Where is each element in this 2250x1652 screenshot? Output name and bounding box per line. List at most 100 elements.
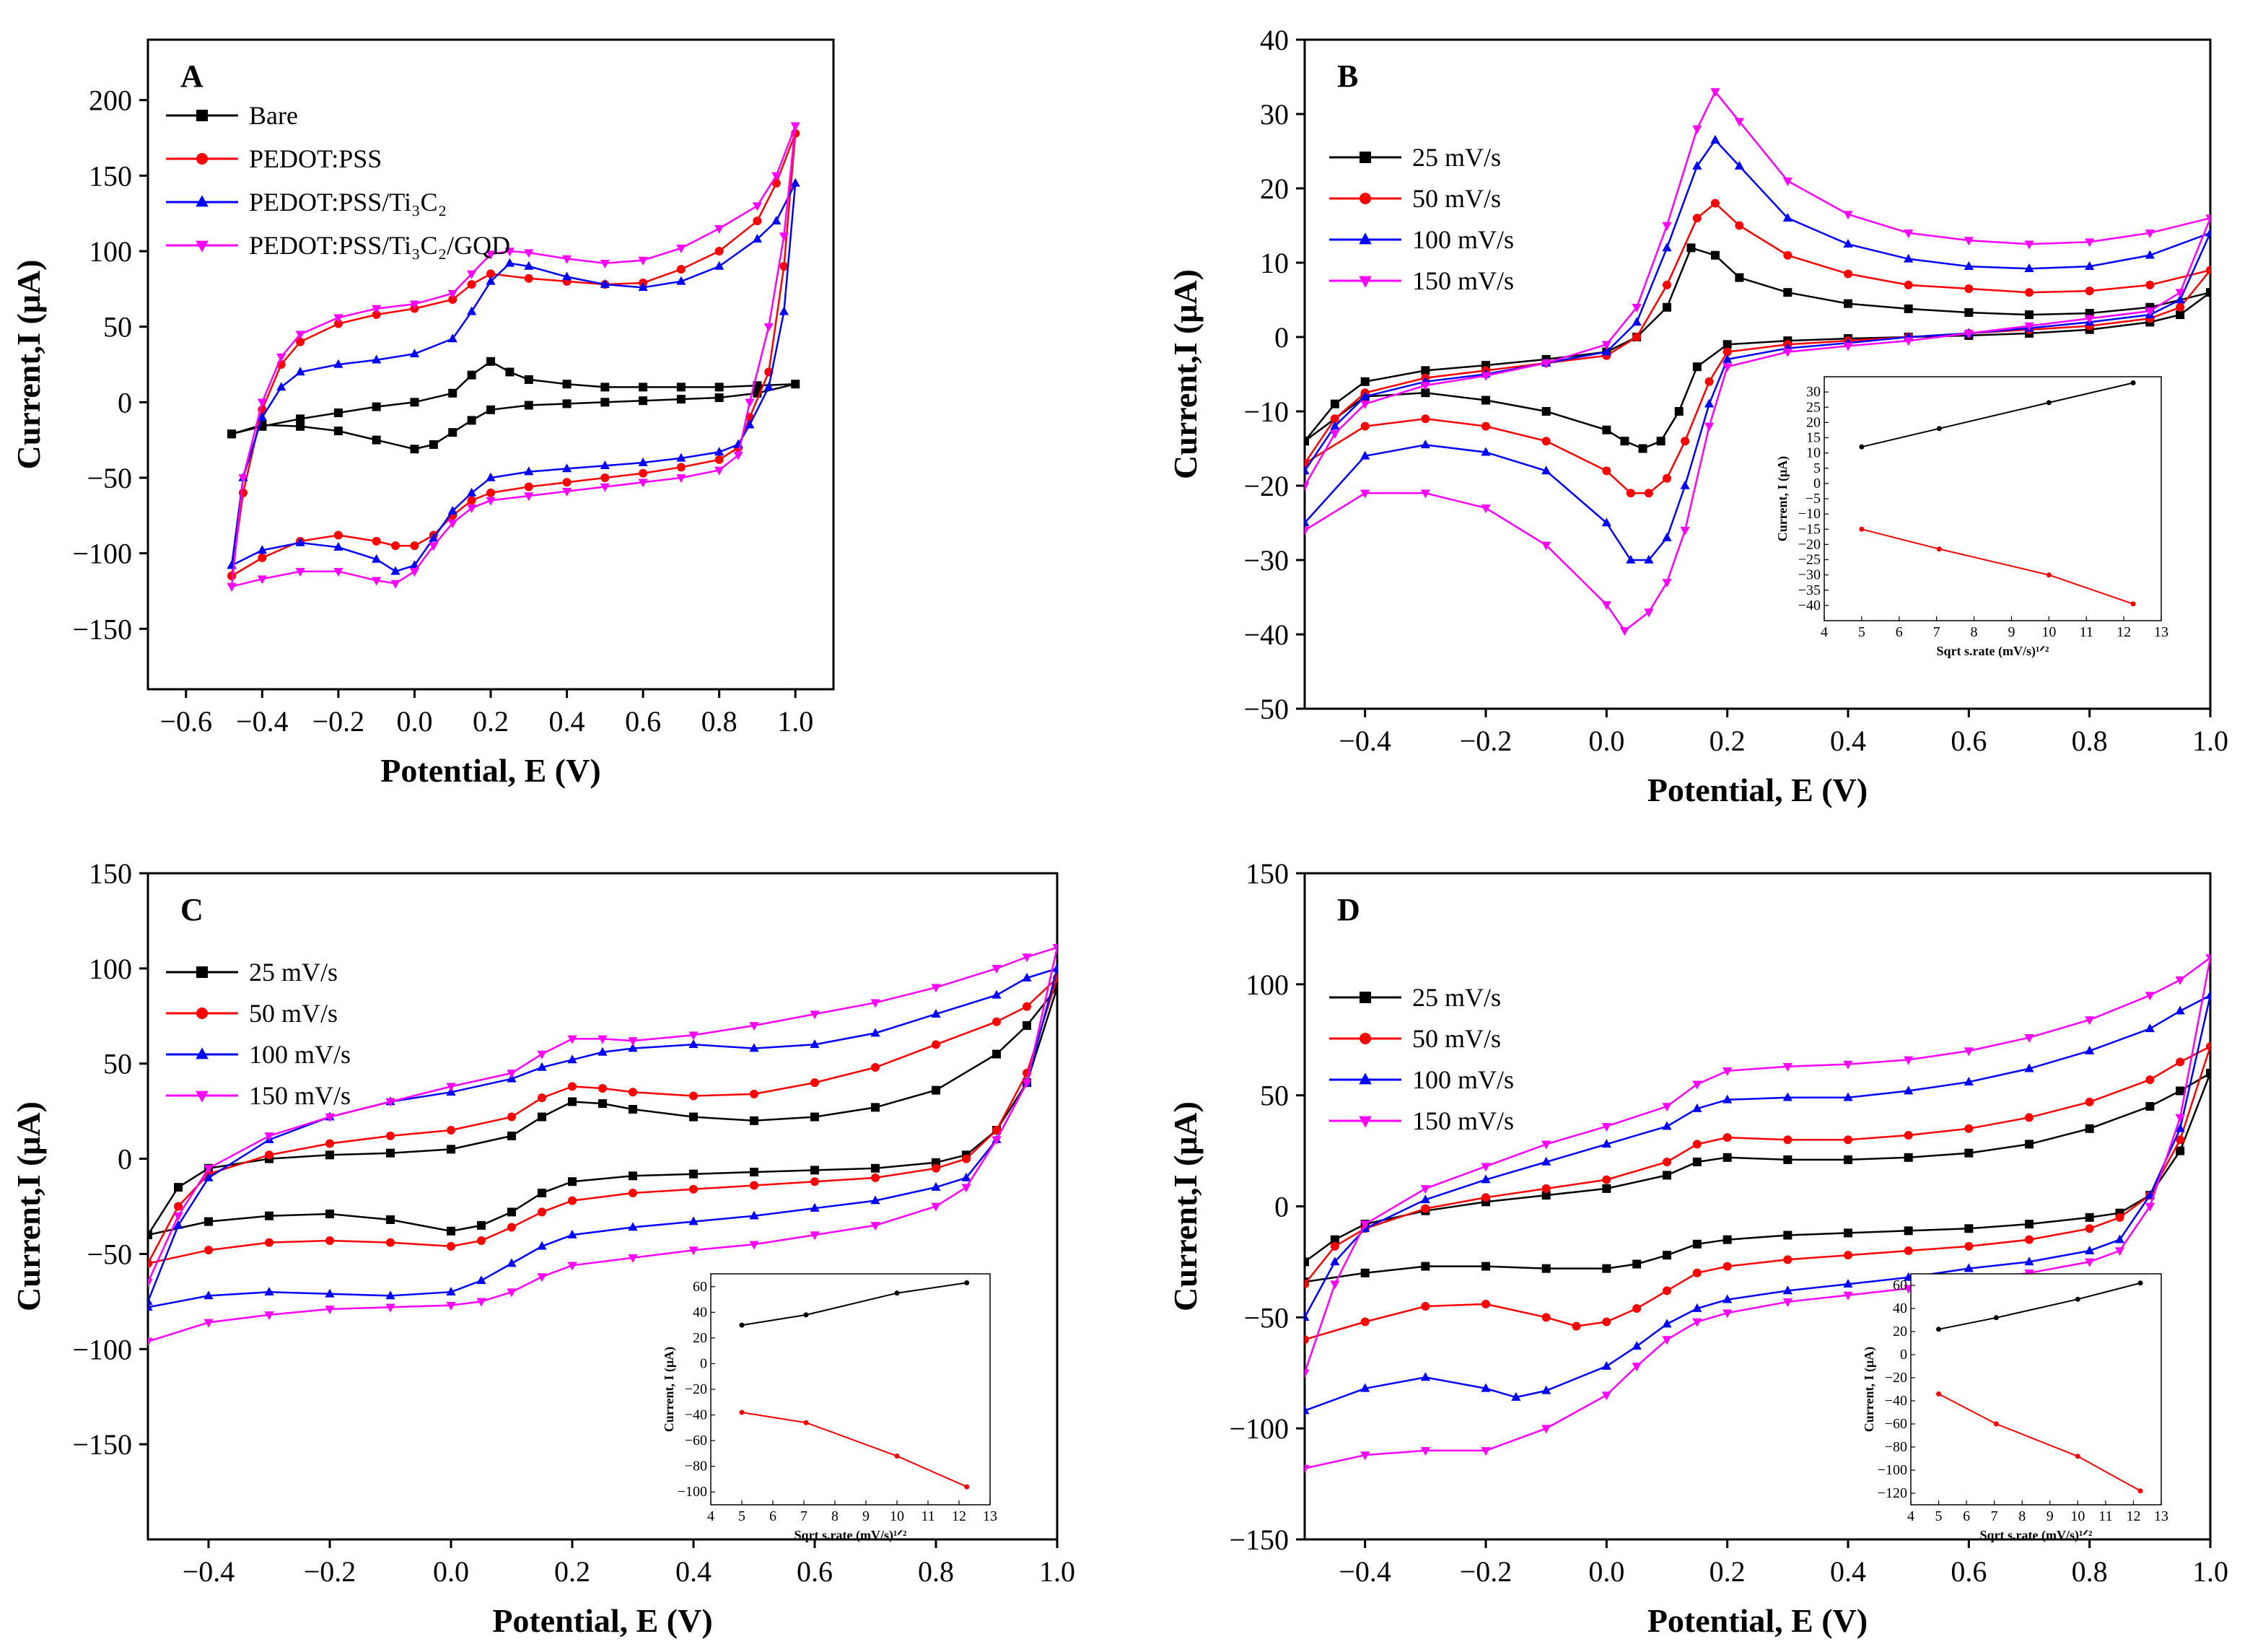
data-point: [1964, 237, 1974, 246]
data-point: [629, 1189, 637, 1198]
data-point: [1421, 1204, 1430, 1213]
data-point: [779, 261, 789, 271]
inset-data-point: [803, 1420, 809, 1425]
y-axis-title: Current,I (μA): [10, 1101, 47, 1311]
data-point: [749, 1022, 759, 1031]
data-point: [410, 541, 419, 551]
y-tick-label: 0: [118, 386, 132, 419]
data-point: [1420, 382, 1430, 391]
data-point: [1360, 1317, 1370, 1327]
inset-y-tick-label: −100: [1878, 1462, 1907, 1478]
data-point: [1964, 1241, 1974, 1251]
data-point: [2206, 1041, 2210, 1051]
inset-x-title: Sqrt s.rate (mV/s)¹ᐟ²: [1980, 1528, 2093, 1543]
data-point: [676, 265, 686, 274]
inset-x-tick-label: 10: [890, 1508, 904, 1524]
data-point: [1601, 601, 1611, 610]
data-point: [1632, 304, 1642, 313]
legend-marker: [1360, 992, 1371, 1003]
data-point: [1710, 134, 1720, 144]
data-point: [1680, 527, 1690, 536]
y-axis-title: Current,I (μA): [10, 260, 47, 470]
data-point: [1052, 963, 1057, 972]
data-point: [2145, 307, 2155, 317]
legend-label: 50 mV/s: [1412, 184, 1501, 213]
data-point: [629, 1088, 637, 1097]
data-point: [1541, 437, 1551, 446]
data-point: [1421, 1301, 1430, 1311]
data-point: [295, 567, 305, 577]
data-point: [447, 1145, 455, 1154]
inset-x-tick-label: 4: [1821, 624, 1828, 640]
data-point: [1844, 1155, 1852, 1164]
data-point: [1481, 504, 1491, 514]
cv-curve-25-mv-s: [148, 987, 1057, 1236]
data-point: [1964, 1263, 1974, 1272]
data-point: [1782, 1298, 1792, 1307]
data-point: [1710, 250, 1720, 260]
data-point: [1662, 1103, 1672, 1112]
inset-chart: 4 5 6 7 8 9 10 11 12 13 −100 −80 −60 −40 −20 0 20 40 60 Sqr…: [662, 1273, 997, 1543]
legend-label: 150 mV/s: [249, 1081, 351, 1110]
data-point: [1663, 473, 1671, 483]
data-point: [2085, 1212, 2094, 1222]
data-point: [333, 359, 343, 368]
data-point: [467, 416, 476, 425]
x-tick-label: 0.8: [2072, 1555, 2108, 1588]
inset-line-anodic: [741, 1282, 967, 1327]
data-point: [750, 1181, 758, 1190]
data-point: [1481, 1174, 1491, 1184]
y-tick-label: 100: [1246, 969, 1289, 1001]
data-point: [1330, 1280, 1340, 1290]
inset-y-tick-label: −80: [685, 1459, 707, 1474]
data-point: [1421, 1262, 1430, 1271]
cv-curve-100-mv-s: [148, 967, 1057, 1308]
data-point: [628, 1254, 638, 1263]
data-point: [1662, 532, 1672, 541]
data-point: [1632, 1363, 1642, 1372]
data-point: [537, 1241, 547, 1250]
panel-label: D: [1337, 892, 1360, 927]
data-point: [871, 1062, 880, 1072]
data-point: [871, 1173, 880, 1182]
data-point: [561, 488, 572, 497]
data-point: [562, 478, 572, 487]
data-point: [1022, 1079, 1032, 1088]
data-point: [507, 1258, 517, 1267]
data-point: [638, 256, 648, 266]
data-point: [752, 202, 763, 211]
data-point: [447, 1241, 455, 1251]
inset-data-point: [2075, 1454, 2080, 1459]
data-point: [1662, 1336, 1672, 1345]
data-point: [714, 247, 724, 256]
data-point: [447, 333, 458, 343]
data-point: [2175, 1114, 2185, 1123]
data-point: [676, 383, 686, 392]
inset-x-tick-label: 7: [1933, 624, 1940, 640]
inset-x-tick-label: 8: [2018, 1508, 2026, 1524]
inset-y-tick-label: −120: [1878, 1485, 1907, 1501]
data-point: [1601, 1391, 1611, 1401]
data-point: [2085, 1097, 2094, 1106]
inset-y-tick-label: 0: [1813, 476, 1821, 491]
inset-data-point: [2130, 380, 2136, 385]
inset-data-point: [964, 1280, 970, 1285]
data-point: [749, 1241, 759, 1250]
data-point: [1620, 437, 1629, 446]
data-point: [1904, 1085, 1914, 1095]
inset-y-tick-label: 20: [1893, 1324, 1907, 1339]
data-point: [1305, 1257, 1309, 1267]
data-point: [448, 388, 458, 398]
data-point: [429, 440, 438, 449]
data-point: [2024, 1033, 2034, 1043]
data-point: [961, 1172, 971, 1181]
data-point: [1602, 1264, 1611, 1273]
data-point: [1782, 348, 1792, 357]
inset-x-tick-label: 4: [1907, 1508, 1914, 1524]
data-point: [257, 398, 267, 408]
inset-data-point: [803, 1312, 809, 1318]
data-point: [1360, 400, 1370, 409]
panel-label: A: [180, 58, 203, 94]
inset-y-tick-label: 40: [693, 1304, 707, 1320]
data-point: [2145, 250, 2155, 259]
